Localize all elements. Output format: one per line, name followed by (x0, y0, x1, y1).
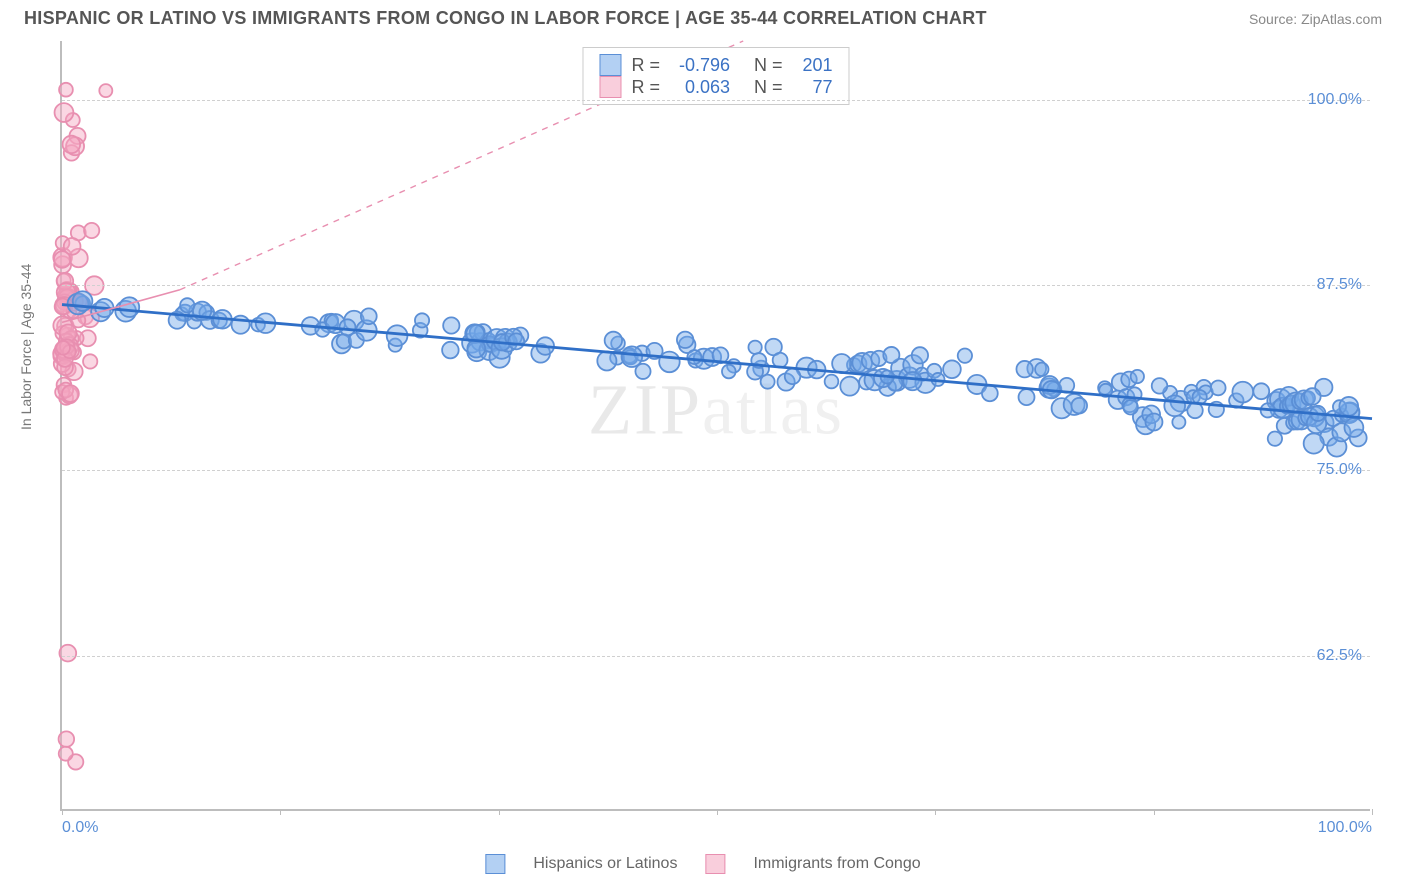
point-hispanic (1304, 388, 1321, 405)
title-bar: HISPANIC OR LATINO VS IMMIGRANTS FROM CO… (0, 0, 1406, 33)
n-label: N = (754, 55, 783, 76)
point-hispanic (958, 348, 972, 362)
point-congo (64, 238, 81, 255)
scatter-svg (62, 41, 1370, 809)
point-hispanic (597, 351, 616, 370)
y-tick-label: 75.0% (1317, 461, 1362, 479)
legend-swatch-blue (485, 854, 505, 874)
r-value-pink: 0.063 (672, 77, 730, 98)
x-tick (1154, 809, 1155, 815)
point-hispanic (840, 377, 859, 396)
point-hispanic (1123, 400, 1138, 415)
point-congo (56, 341, 70, 355)
legend-row-pink: R = 0.063 N = 77 (599, 76, 832, 98)
point-congo (59, 83, 73, 97)
point-hispanic (1339, 397, 1358, 416)
x-tick (935, 809, 936, 815)
legend-row-blue: R = -0.796 N = 201 (599, 54, 832, 76)
y-tick-label: 62.5% (1317, 647, 1362, 665)
point-hispanic (622, 346, 643, 367)
point-hispanic (761, 375, 775, 389)
x-tick (280, 809, 281, 815)
point-congo (59, 731, 75, 747)
r-value-blue: -0.796 (672, 55, 730, 76)
point-hispanic (912, 347, 928, 363)
point-congo (59, 747, 73, 761)
point-hispanic (1016, 361, 1032, 377)
x-tick-label: 0.0% (62, 819, 98, 837)
correlation-legend: R = -0.796 N = 201 R = 0.063 N = 77 (582, 47, 849, 105)
y-tick-label: 100.0% (1308, 91, 1362, 109)
plot-area: ZIPatlas R = -0.796 N = 201 R = 0.063 N … (60, 41, 1370, 811)
point-hispanic (982, 385, 998, 401)
source-label: Source: ZipAtlas.com (1249, 11, 1382, 27)
point-hispanic (825, 375, 839, 389)
trendline-hispanic (62, 305, 1372, 419)
point-hispanic (1253, 383, 1269, 399)
n-label: N = (754, 77, 783, 98)
y-tick-label: 87.5% (1317, 276, 1362, 294)
point-hispanic (1131, 370, 1144, 383)
point-hispanic (832, 354, 851, 373)
x-tick (499, 809, 500, 815)
point-hispanic (415, 313, 429, 327)
point-congo (59, 645, 76, 662)
n-value-pink: 77 (793, 77, 833, 98)
y-axis-label: In Labor Force | Age 35-44 (18, 264, 34, 430)
gridline-h (62, 656, 1370, 657)
point-hispanic (1344, 418, 1363, 437)
point-hispanic (677, 332, 693, 348)
r-label: R = (631, 55, 660, 76)
x-tick (62, 809, 63, 815)
point-congo (62, 385, 79, 402)
point-congo (63, 136, 81, 154)
point-hispanic (722, 365, 736, 379)
point-hispanic (442, 342, 459, 359)
x-tick (1372, 809, 1373, 815)
point-hispanic (943, 360, 961, 378)
point-hispanic (1268, 431, 1282, 445)
gridline-h (62, 285, 1370, 286)
point-hispanic (443, 317, 459, 333)
point-hispanic (1019, 389, 1035, 405)
point-congo (83, 354, 97, 368)
legend-swatch-pink (599, 76, 621, 98)
point-hispanic (1164, 395, 1185, 416)
point-hispanic (1172, 416, 1185, 429)
legend-label-pink: Immigrants from Congo (753, 855, 920, 873)
point-hispanic (605, 332, 622, 349)
point-hispanic (883, 347, 899, 363)
point-hispanic (903, 372, 921, 390)
x-tick-label: 100.0% (1318, 819, 1372, 837)
point-hispanic (120, 297, 140, 317)
point-hispanic (748, 341, 761, 354)
point-hispanic (1035, 363, 1048, 376)
gridline-h (62, 100, 1370, 101)
legend-swatch-pink (705, 854, 725, 874)
point-hispanic (1211, 380, 1226, 395)
legend-label-blue: Hispanics or Latinos (533, 855, 677, 873)
point-hispanic (1152, 378, 1168, 394)
n-value-blue: 201 (793, 55, 833, 76)
point-hispanic (687, 350, 701, 364)
point-congo (84, 223, 99, 238)
point-hispanic (785, 369, 801, 385)
point-congo (99, 84, 112, 97)
point-hispanic (1145, 414, 1162, 431)
point-hispanic (1071, 398, 1087, 414)
x-tick (717, 809, 718, 815)
point-hispanic (1304, 433, 1324, 453)
point-hispanic (508, 333, 524, 349)
legend-swatch-blue (599, 54, 621, 76)
point-hispanic (340, 319, 356, 335)
r-label: R = (631, 77, 660, 98)
series-legend: Hispanics or Latinos Immigrants from Con… (485, 854, 920, 874)
point-hispanic (1232, 382, 1253, 403)
point-hispanic (361, 308, 377, 324)
chart-title: HISPANIC OR LATINO VS IMMIGRANTS FROM CO… (24, 8, 987, 29)
gridline-h (62, 470, 1370, 471)
point-congo (55, 103, 74, 122)
